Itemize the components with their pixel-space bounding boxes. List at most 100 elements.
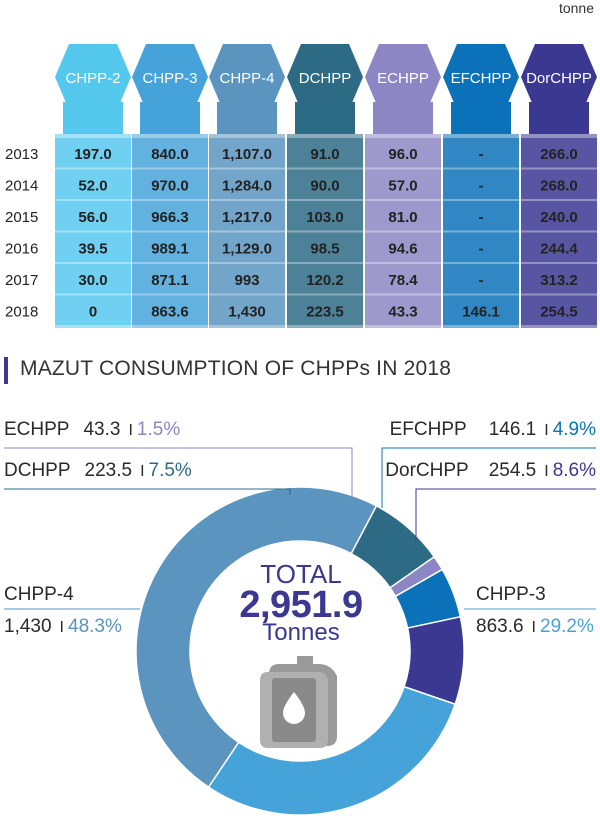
callout-chpp4-values: 1,430 I 48.3% [4,616,122,638]
row-year-label: 2014 [5,177,38,194]
table-cell-value: 966.3 [151,209,189,226]
table-cell-value: 94.6 [388,240,417,257]
table-cell [55,201,131,231]
slice-value-echpp: 43.3 [83,419,121,440]
table-cell [443,169,519,199]
row-year-label: 2016 [5,240,38,257]
column-header-connector [373,102,433,134]
donut-slice-dorchpp [403,615,465,706]
callout-dorchpp: DorCHPP 254.5 I 8.6% [385,460,596,482]
table-cell-value: 1,107.0 [222,146,272,163]
callout-echpp: ECHPP 43.3 I 1.5% [4,419,180,441]
table-cell-value: - [479,272,484,289]
table-cell-value: 52.0 [78,177,107,194]
table-cell [132,295,208,325]
table-cell-value: 993 [234,272,259,289]
table-cell [132,264,208,294]
table-cell-value: 970.0 [151,177,189,194]
table-cell [443,138,519,168]
separator: I [531,619,536,636]
table-cell-value: - [479,177,484,194]
row-year-label: 2017 [5,272,38,289]
callout-dchpp: DCHPP 223.5 I 7.5% [4,460,192,482]
table-cell [365,169,441,199]
table-cell-value: 103.0 [306,209,344,226]
separator: I [544,422,549,439]
donut-center-title: TOTAL [260,559,342,589]
table-cell-value: 240.0 [540,209,578,226]
slice-value-chpp4: 1,430 [4,616,52,637]
column-header-connector [140,102,200,134]
table-cell-value: 313.2 [540,272,578,289]
table-cell [287,295,363,325]
table-cell [287,201,363,231]
leader-line-dchpp [4,488,291,495]
table-cell [521,232,597,262]
table-cell-value: 39.5 [78,240,107,257]
table-cell [287,138,363,168]
column-header-hexagon [55,44,131,110]
table-cell-value: 871.1 [151,272,189,289]
leader-line-dorchpp [415,488,596,540]
table-cell-value: 1,284.0 [222,177,272,194]
donut-slice-chpp-3 [207,685,457,816]
table-cell-value: 266.0 [540,146,578,163]
table-cell-value: 840.0 [151,146,189,163]
slice-label-dorchpp: DorCHPP [385,460,469,481]
column-header-hexagon [132,44,208,110]
table-cell [55,232,131,262]
column-header-connector [529,102,589,134]
table-cell-value: 91.0 [310,146,339,163]
table-cell [521,201,597,231]
column-header-hexagon [365,44,441,110]
table-cell-value: 223.5 [306,303,344,320]
table-cell-value: 0 [89,303,97,320]
table-cell [209,169,285,199]
separator: I [59,619,64,636]
table-cell-value: 1,217.0 [222,209,272,226]
consumption-table: CHPP-2 CHPP-3 CHPP-4 DCHPP ECHPP EFCHPP DorCHP… [5,44,597,328]
column-header-label: ECHPP [377,70,429,87]
table-cell-value: - [479,240,484,257]
column-header-label: CHPP-4 [219,70,274,87]
table-cell [443,295,519,325]
table-cell [365,264,441,294]
table-cell [132,169,208,199]
table-cell-value: 81.0 [388,209,417,226]
slice-percent-efchpp: 4.9% [552,419,596,440]
table-cell [132,138,208,168]
table-cell-value: 268.0 [540,177,578,194]
slice-percent-echpp: 1.5% [136,419,181,440]
column-header-label: EFCHPP [451,70,512,87]
table-cell [55,169,131,199]
table-cell [132,201,208,231]
table-cell [209,295,285,325]
table-cell-value: 78.4 [388,272,418,289]
column-header-label: DCHPP [299,70,352,87]
table-cell-value: 244.4 [540,240,578,257]
slice-label-efchpp: EFCHPP [389,419,467,440]
column-header-connector [217,102,277,134]
separator: I [128,422,133,439]
table-cell [443,264,519,294]
slice-value-dchpp: 223.5 [84,460,133,481]
callout-efchpp: EFCHPP 146.1 I 4.9% [390,419,596,441]
table-cell [55,264,131,294]
slice-value-dorchpp: 254.5 [488,460,537,481]
slice-percent-chpp4: 48.3% [68,616,122,637]
donut-center-total: 2,951.9 [239,584,363,626]
table-cell-value: 90.0 [310,177,339,194]
oil-canister-icon [260,656,337,748]
table-cell [55,295,131,325]
slice-value-chpp3: 863.6 [476,616,524,637]
section-accent-bar [4,357,8,384]
table-cell [287,232,363,262]
column-header-hexagon [443,44,519,110]
table-cell-value: 96.0 [388,146,417,163]
table-cell [365,201,441,231]
slice-value-efchpp: 146.1 [488,419,537,440]
table-cell-value: 30.0 [78,272,107,289]
table-cell [55,138,131,168]
table-cell [365,232,441,262]
